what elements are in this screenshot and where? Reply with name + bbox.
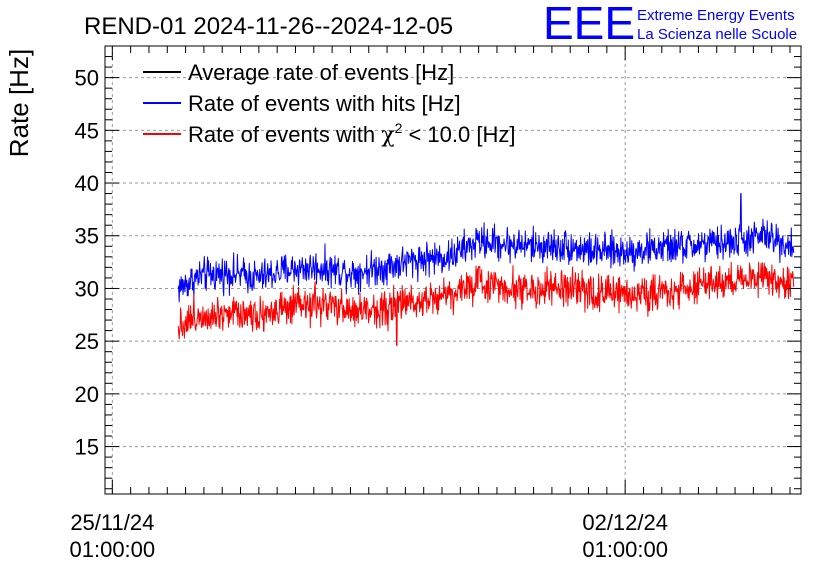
y-tick-label-40: 40 — [75, 171, 99, 196]
x-tick-label-date-0: 25/11/24 — [70, 510, 154, 535]
y-tick-label-30: 30 — [75, 276, 99, 301]
y-tick-label-25: 25 — [75, 329, 99, 354]
y-tick-label-50: 50 — [75, 66, 99, 91]
legend-label-chi2: Rate of events with χ2 < 10.0 [Hz] — [188, 120, 515, 148]
chart-title: REND-01 2024-11-26--2024-12-05 — [84, 13, 453, 40]
x-tick-label-time-1: 01:00:00 — [582, 537, 668, 562]
plot-frame — [104, 45, 802, 495]
grid — [105, 46, 801, 494]
legend-label-chi2-symbol: χ — [381, 123, 394, 148]
y-tick-label-45: 45 — [75, 118, 99, 143]
y-tick-label-15: 15 — [75, 435, 99, 460]
legend-entry-chi2: Rate of events with χ2 < 10.0 [Hz] — [143, 120, 515, 148]
y-tick-label-20: 20 — [75, 382, 99, 407]
legend-label-chi2-pre: Rate of events with — [188, 122, 381, 147]
eee-logo-mark: EEE — [543, 0, 635, 49]
series-group — [177, 193, 795, 346]
legend-label-average: Average rate of events [Hz] — [188, 60, 454, 85]
eee-logo: EEE Extreme Energy Events La Scienza nel… — [543, 0, 797, 49]
series-line-0 — [177, 193, 795, 303]
y-tick-labels: 15 20 25 30 35 40 45 50 — [75, 66, 99, 460]
legend-entry-average: Average rate of events [Hz] — [143, 60, 454, 85]
eee-logo-line2: La Scienza nelle Scuole — [637, 26, 797, 43]
axis-ticks — [105, 45, 801, 494]
eee-logo-line1: Extreme Energy Events — [637, 7, 795, 24]
legend-entry-hits: Rate of events with hits [Hz] — [143, 91, 461, 116]
legend: Average rate of events [Hz] Rate of even… — [143, 60, 515, 148]
y-axis-label: Rate [Hz] — [4, 49, 34, 157]
legend-label-chi2-sup: 2 — [395, 120, 403, 136]
x-tick-label-time-0: 01:00:00 — [70, 537, 156, 562]
x-tick-label-date-1: 02/12/24 — [582, 510, 668, 535]
legend-label-chi2-post: < 10.0 [Hz] — [402, 122, 515, 147]
y-tick-label-35: 35 — [75, 224, 99, 249]
legend-label-hits: Rate of events with hits [Hz] — [188, 91, 461, 116]
series-line-1 — [177, 261, 795, 346]
